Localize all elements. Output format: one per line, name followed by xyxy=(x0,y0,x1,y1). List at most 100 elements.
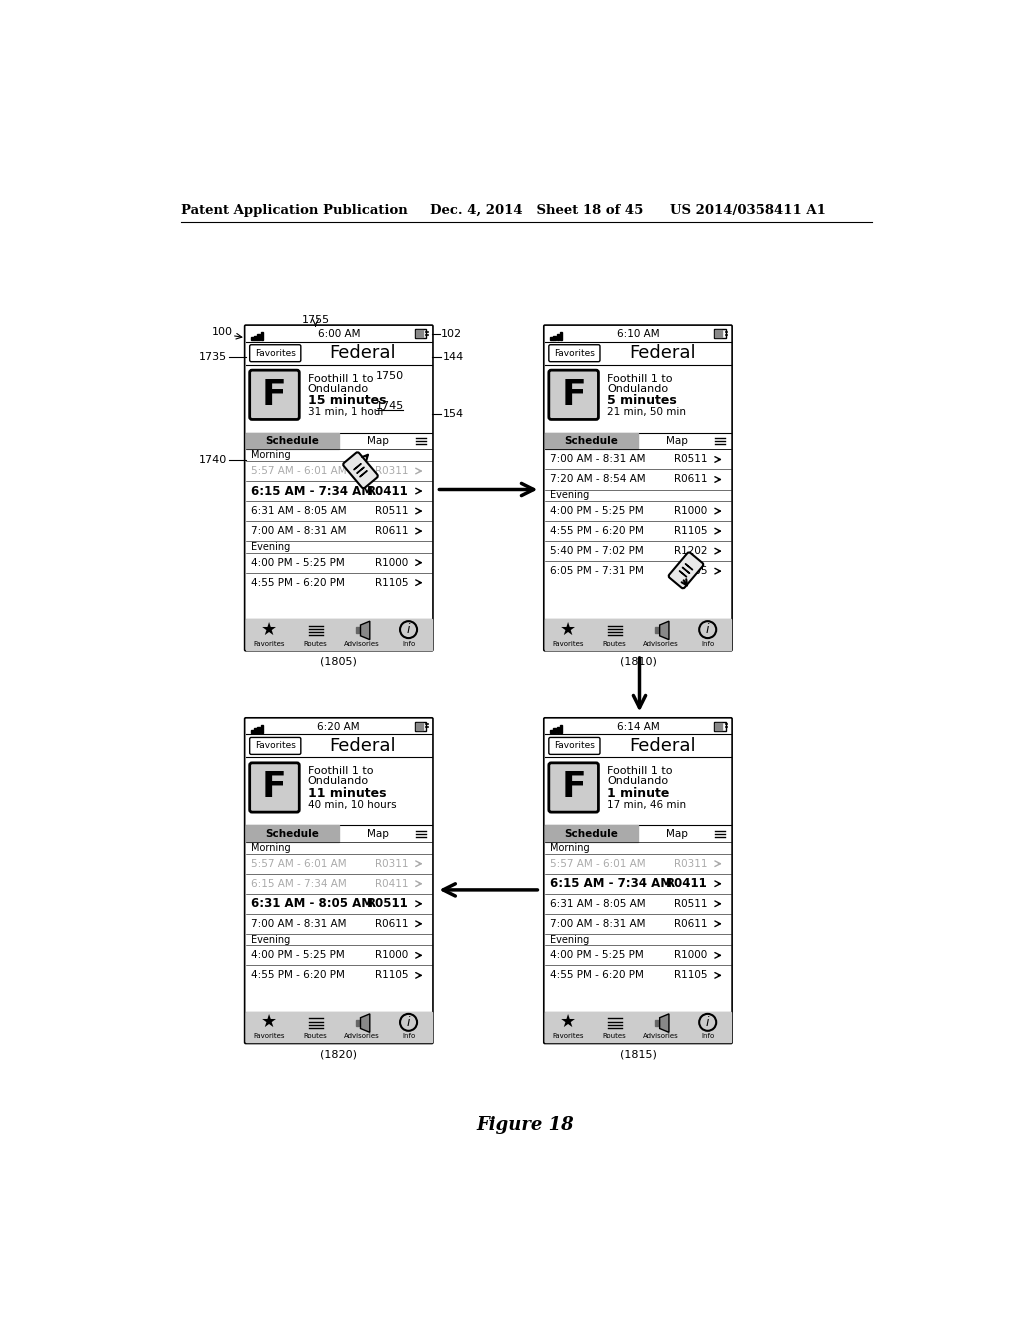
FancyBboxPatch shape xyxy=(250,763,299,812)
Text: 7:20 AM - 8:54 AM: 7:20 AM - 8:54 AM xyxy=(550,474,646,484)
FancyArrow shape xyxy=(356,627,360,634)
Text: R1205: R1205 xyxy=(674,566,708,576)
Bar xyxy=(714,330,726,338)
Text: Map: Map xyxy=(367,436,388,446)
Text: 6:20 AM: 6:20 AM xyxy=(317,722,360,731)
Text: R0511: R0511 xyxy=(375,506,409,516)
Text: Favorites: Favorites xyxy=(553,1034,584,1039)
Text: Figure 18: Figure 18 xyxy=(476,1115,573,1134)
Bar xyxy=(416,330,423,337)
Bar xyxy=(246,825,339,842)
Bar xyxy=(254,335,257,341)
Text: 6:10 AM: 6:10 AM xyxy=(616,329,659,339)
Bar xyxy=(715,723,722,730)
Text: 7:00 AM - 8:31 AM: 7:00 AM - 8:31 AM xyxy=(550,919,646,929)
Bar xyxy=(246,1011,432,1043)
Text: Schedule: Schedule xyxy=(564,436,618,446)
Text: Dec. 4, 2014   Sheet 18 of 45: Dec. 4, 2014 Sheet 18 of 45 xyxy=(430,205,644,218)
Text: Map: Map xyxy=(367,829,388,838)
FancyBboxPatch shape xyxy=(250,370,299,420)
Bar xyxy=(545,619,731,649)
Text: R1105: R1105 xyxy=(674,527,708,536)
FancyArrow shape xyxy=(356,1020,360,1026)
Text: F: F xyxy=(561,378,586,412)
Text: Federal: Federal xyxy=(629,345,695,362)
FancyBboxPatch shape xyxy=(245,718,433,1044)
FancyBboxPatch shape xyxy=(250,738,301,755)
Text: R1000: R1000 xyxy=(376,950,409,961)
FancyArrow shape xyxy=(685,564,692,570)
Text: R0411: R0411 xyxy=(375,879,409,888)
Text: 4:00 PM - 5:25 PM: 4:00 PM - 5:25 PM xyxy=(251,950,345,961)
Text: R1000: R1000 xyxy=(675,506,708,516)
Text: 6:31 AM - 8:05 AM: 6:31 AM - 8:05 AM xyxy=(251,506,347,516)
Bar xyxy=(554,335,556,341)
Text: 7:00 AM - 8:31 AM: 7:00 AM - 8:31 AM xyxy=(251,527,347,536)
Text: R1105: R1105 xyxy=(375,970,409,981)
Text: Foothill 1 to: Foothill 1 to xyxy=(607,374,673,384)
Text: Routes: Routes xyxy=(603,640,627,647)
Text: R0511: R0511 xyxy=(674,454,708,465)
Text: F: F xyxy=(561,771,586,804)
Text: 4:00 PM - 5:25 PM: 4:00 PM - 5:25 PM xyxy=(550,950,644,961)
Text: Morning: Morning xyxy=(251,450,291,461)
Text: R0311: R0311 xyxy=(375,859,409,869)
Text: Ondulando: Ondulando xyxy=(308,776,369,787)
Text: Favorites: Favorites xyxy=(255,742,296,750)
Text: 144: 144 xyxy=(442,352,464,362)
Bar xyxy=(560,333,562,341)
Bar xyxy=(257,726,260,733)
Text: Map: Map xyxy=(666,829,688,838)
Text: 5:57 AM - 6:01 AM: 5:57 AM - 6:01 AM xyxy=(550,859,646,869)
Text: 154: 154 xyxy=(442,409,464,418)
FancyBboxPatch shape xyxy=(250,345,301,362)
Text: 31 min, 1 hour: 31 min, 1 hour xyxy=(308,408,385,417)
Text: Morning: Morning xyxy=(550,843,590,853)
Bar xyxy=(416,723,423,730)
Text: R0411: R0411 xyxy=(666,878,708,890)
Text: ★: ★ xyxy=(560,1014,577,1031)
Text: ★: ★ xyxy=(261,1014,278,1031)
Bar xyxy=(560,725,562,733)
Bar xyxy=(415,722,426,730)
Text: Foothill 1 to: Foothill 1 to xyxy=(308,374,374,384)
Text: 1750: 1750 xyxy=(376,371,404,380)
Text: ★: ★ xyxy=(261,620,278,639)
Text: Schedule: Schedule xyxy=(265,829,319,838)
Text: 6:31 AM - 8:05 AM: 6:31 AM - 8:05 AM xyxy=(251,898,373,911)
Text: 5:57 AM - 6:01 AM: 5:57 AM - 6:01 AM xyxy=(251,466,347,477)
Text: Schedule: Schedule xyxy=(265,436,319,446)
Text: R1105: R1105 xyxy=(375,578,409,587)
Text: R1202: R1202 xyxy=(674,546,708,556)
Polygon shape xyxy=(659,622,669,640)
Polygon shape xyxy=(360,622,370,640)
Bar xyxy=(415,330,426,338)
Text: 15 minutes: 15 minutes xyxy=(308,395,386,408)
Text: Federal: Federal xyxy=(330,737,396,755)
Text: Federal: Federal xyxy=(629,737,695,755)
Text: R0511: R0511 xyxy=(367,898,409,911)
Text: Morning: Morning xyxy=(251,843,291,853)
Text: (1820): (1820) xyxy=(321,1049,357,1060)
Text: Advisories: Advisories xyxy=(344,640,380,647)
Text: 4:55 PM - 6:20 PM: 4:55 PM - 6:20 PM xyxy=(251,578,345,587)
Bar xyxy=(557,726,559,733)
Bar xyxy=(246,619,432,649)
Bar xyxy=(714,722,726,730)
Text: Info: Info xyxy=(402,1034,415,1039)
Text: F: F xyxy=(262,378,287,412)
Text: Map: Map xyxy=(666,436,688,446)
FancyArrow shape xyxy=(655,627,659,634)
Text: 1755: 1755 xyxy=(301,315,330,325)
Text: 7:00 AM - 8:31 AM: 7:00 AM - 8:31 AM xyxy=(251,919,347,929)
Text: i: i xyxy=(407,623,411,636)
Text: Ondulando: Ondulando xyxy=(308,384,369,393)
Text: Advisories: Advisories xyxy=(643,640,679,647)
Text: Evening: Evening xyxy=(251,543,291,552)
Text: Evening: Evening xyxy=(550,490,590,500)
Text: Patent Application Publication: Patent Application Publication xyxy=(180,205,408,218)
Text: 100: 100 xyxy=(212,326,233,337)
Text: 102: 102 xyxy=(441,329,462,339)
Text: 4:55 PM - 6:20 PM: 4:55 PM - 6:20 PM xyxy=(251,970,345,981)
Text: Favorites: Favorites xyxy=(554,742,595,750)
